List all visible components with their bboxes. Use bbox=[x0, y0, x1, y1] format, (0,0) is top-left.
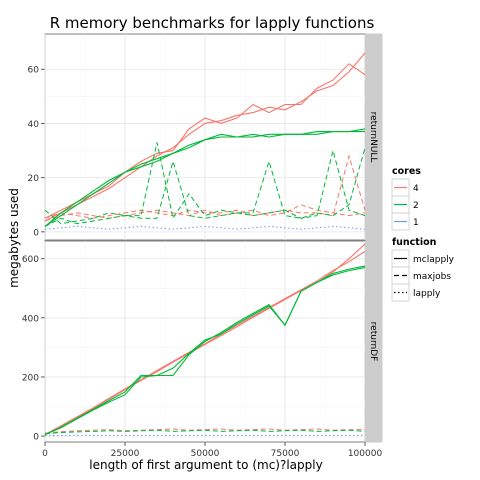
x-tick-label: 0 bbox=[42, 449, 48, 459]
facet-strip bbox=[365, 33, 383, 241]
legend-label: 2 bbox=[413, 201, 419, 211]
series-line-maxjobs-2-cores bbox=[44, 142, 366, 225]
series-line-mclapply-2-cores bbox=[44, 131, 365, 227]
chart-title: R memory benchmarks for lapply functions bbox=[50, 14, 375, 32]
series-line-maxjobs-4-cores bbox=[44, 204, 366, 222]
series-line-maxjobs-4-cores bbox=[44, 428, 365, 434]
legend-label: maxjobs bbox=[413, 272, 451, 282]
series-line-mclapply-2-cores bbox=[44, 265, 366, 436]
panel-returndf: 0 200 400 600 returnDF bbox=[22, 240, 383, 443]
series-line-maxjobs-2-cores bbox=[44, 429, 366, 435]
series-line-maxjobs-2-cores bbox=[44, 150, 366, 227]
legend-label: 1 bbox=[413, 218, 419, 228]
facet-strip-label: returnDF bbox=[368, 322, 378, 362]
x-tick-label: 50000 bbox=[191, 449, 220, 459]
y-tick-label: 200 bbox=[22, 373, 39, 383]
x-axis-label: length of first argument to (mc)?lapply bbox=[89, 458, 322, 472]
x-tick-label: 100000 bbox=[348, 449, 383, 459]
legend-label: lapply bbox=[413, 289, 441, 299]
legend-cores: cores 4 2 1 bbox=[391, 166, 421, 231]
facet-strip bbox=[365, 240, 383, 443]
panel-returnnull: 0 20 40 60 returnNULL bbox=[28, 33, 383, 241]
y-tick-label: 0 bbox=[33, 228, 39, 238]
y-tick-label: 400 bbox=[22, 314, 39, 324]
series-line-mclapply-4-cores bbox=[44, 52, 366, 222]
series-line-lapply-1-cores bbox=[44, 225, 366, 230]
legend-key bbox=[391, 283, 410, 302]
y-tick-label: 40 bbox=[28, 120, 40, 130]
y-tick-label: 0 bbox=[33, 433, 39, 443]
legend-title: cores bbox=[392, 166, 421, 177]
series-line-maxjobs-4-cores bbox=[44, 154, 366, 219]
y-axis-label: megabytes used bbox=[7, 188, 21, 288]
facet-strip-label: returnNULL bbox=[368, 112, 378, 163]
y-tick-label: 60 bbox=[28, 66, 40, 76]
legend-function: function mclapply maxjobs lapply bbox=[391, 237, 455, 302]
y-tick-label: 600 bbox=[22, 255, 39, 265]
series-line-mclapply-4-cores bbox=[44, 63, 366, 219]
legend-label: mclapply bbox=[413, 255, 455, 265]
x-tick-label: 25000 bbox=[111, 449, 140, 459]
y-tick-label: 20 bbox=[28, 174, 40, 184]
legend-label: 4 bbox=[413, 184, 419, 194]
legend-title: function bbox=[392, 237, 437, 248]
x-tick-label: 75000 bbox=[271, 449, 300, 459]
